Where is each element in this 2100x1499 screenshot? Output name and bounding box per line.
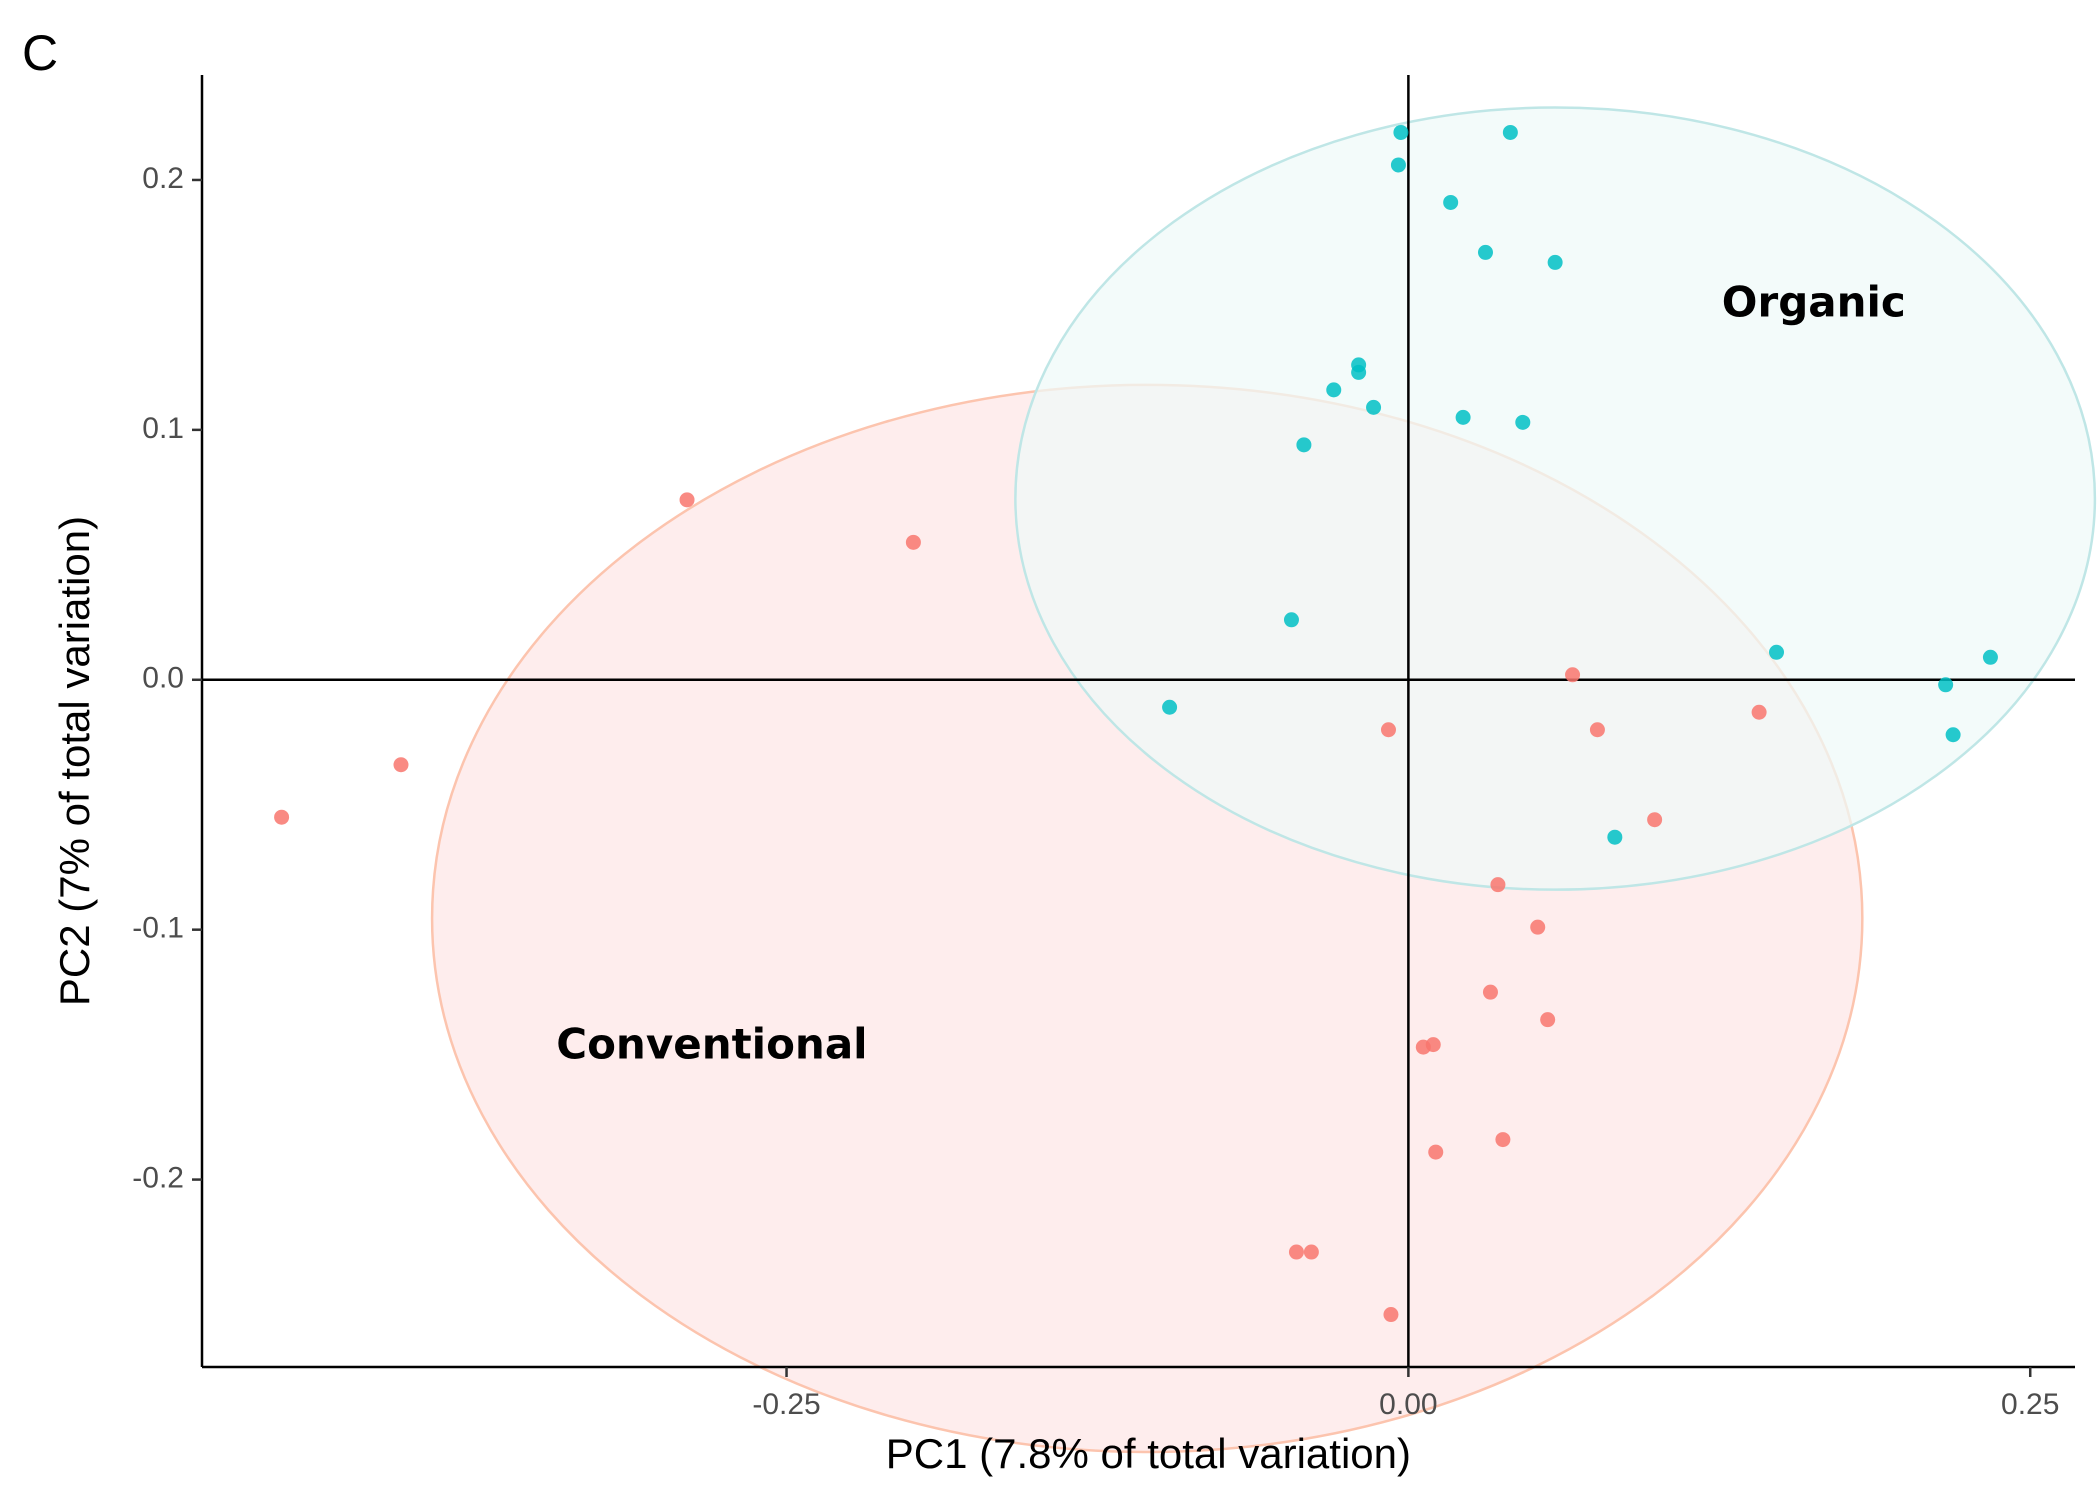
point-conventional <box>1530 919 1546 935</box>
point-organic <box>1477 244 1493 260</box>
y-axis-title: PC2 (7% of total variation) <box>51 516 98 1006</box>
point-conventional <box>1751 704 1767 720</box>
point-conventional <box>1589 722 1605 738</box>
point-conventional <box>1425 1037 1441 1053</box>
point-organic <box>1945 727 1961 743</box>
point-organic <box>1393 124 1409 140</box>
x-axis-title: PC1 (7.8% of total variation) <box>886 1430 1411 1477</box>
point-organic <box>1982 649 1998 665</box>
point-organic <box>1390 157 1406 173</box>
point-organic <box>1607 829 1623 845</box>
point-conventional <box>1490 877 1506 893</box>
point-conventional <box>1428 1144 1444 1160</box>
point-organic <box>1502 124 1518 140</box>
point-conventional <box>905 534 921 550</box>
point-conventional <box>1380 722 1396 738</box>
group-labels: Conventional Organic <box>556 277 1906 1068</box>
point-conventional <box>393 757 409 773</box>
point-conventional <box>274 809 290 825</box>
x-tick-label: 0.00 <box>1379 1388 1437 1421</box>
reference-lines <box>202 75 2075 1367</box>
point-conventional <box>1565 667 1581 683</box>
group-label-organic: Organic <box>1722 277 1906 326</box>
panel-label: C <box>22 25 58 81</box>
group-label-conventional: Conventional <box>556 1020 867 1069</box>
point-organic <box>1938 677 1954 693</box>
ellipse-organic <box>1014 106 2097 891</box>
y-tick-label: 0.1 <box>142 412 184 445</box>
point-organic <box>1162 699 1178 715</box>
axes: -0.25 0.00 0.25 0.2 0.1 0.0 -0.1 -0.2 <box>132 75 2075 1421</box>
point-organic <box>1283 612 1299 628</box>
point-conventional <box>1288 1244 1304 1260</box>
point-conventional <box>679 492 695 508</box>
point-organic <box>1351 364 1367 380</box>
point-organic <box>1326 382 1342 398</box>
point-conventional <box>1482 984 1498 1000</box>
y-tick-label: -0.2 <box>132 1161 184 1194</box>
point-conventional <box>1495 1132 1511 1148</box>
y-tick-label: 0.0 <box>142 662 184 695</box>
y-tick-label: -0.1 <box>132 912 184 945</box>
data-points <box>274 124 1998 1323</box>
x-tick-label: 0.25 <box>2001 1388 2059 1421</box>
point-organic <box>1547 254 1563 270</box>
x-tick-label: -0.25 <box>752 1388 820 1421</box>
point-conventional <box>1647 812 1663 828</box>
point-organic <box>1443 194 1459 210</box>
point-organic <box>1296 437 1312 453</box>
confidence-ellipses <box>430 106 2097 1454</box>
point-organic <box>1366 399 1382 415</box>
point-conventional <box>1383 1307 1399 1323</box>
point-conventional <box>1540 1012 1556 1028</box>
point-organic <box>1769 644 1785 660</box>
point-conventional <box>1303 1244 1319 1260</box>
point-organic <box>1455 409 1471 425</box>
point-organic <box>1515 414 1531 430</box>
y-tick-label: 0.2 <box>142 162 184 195</box>
